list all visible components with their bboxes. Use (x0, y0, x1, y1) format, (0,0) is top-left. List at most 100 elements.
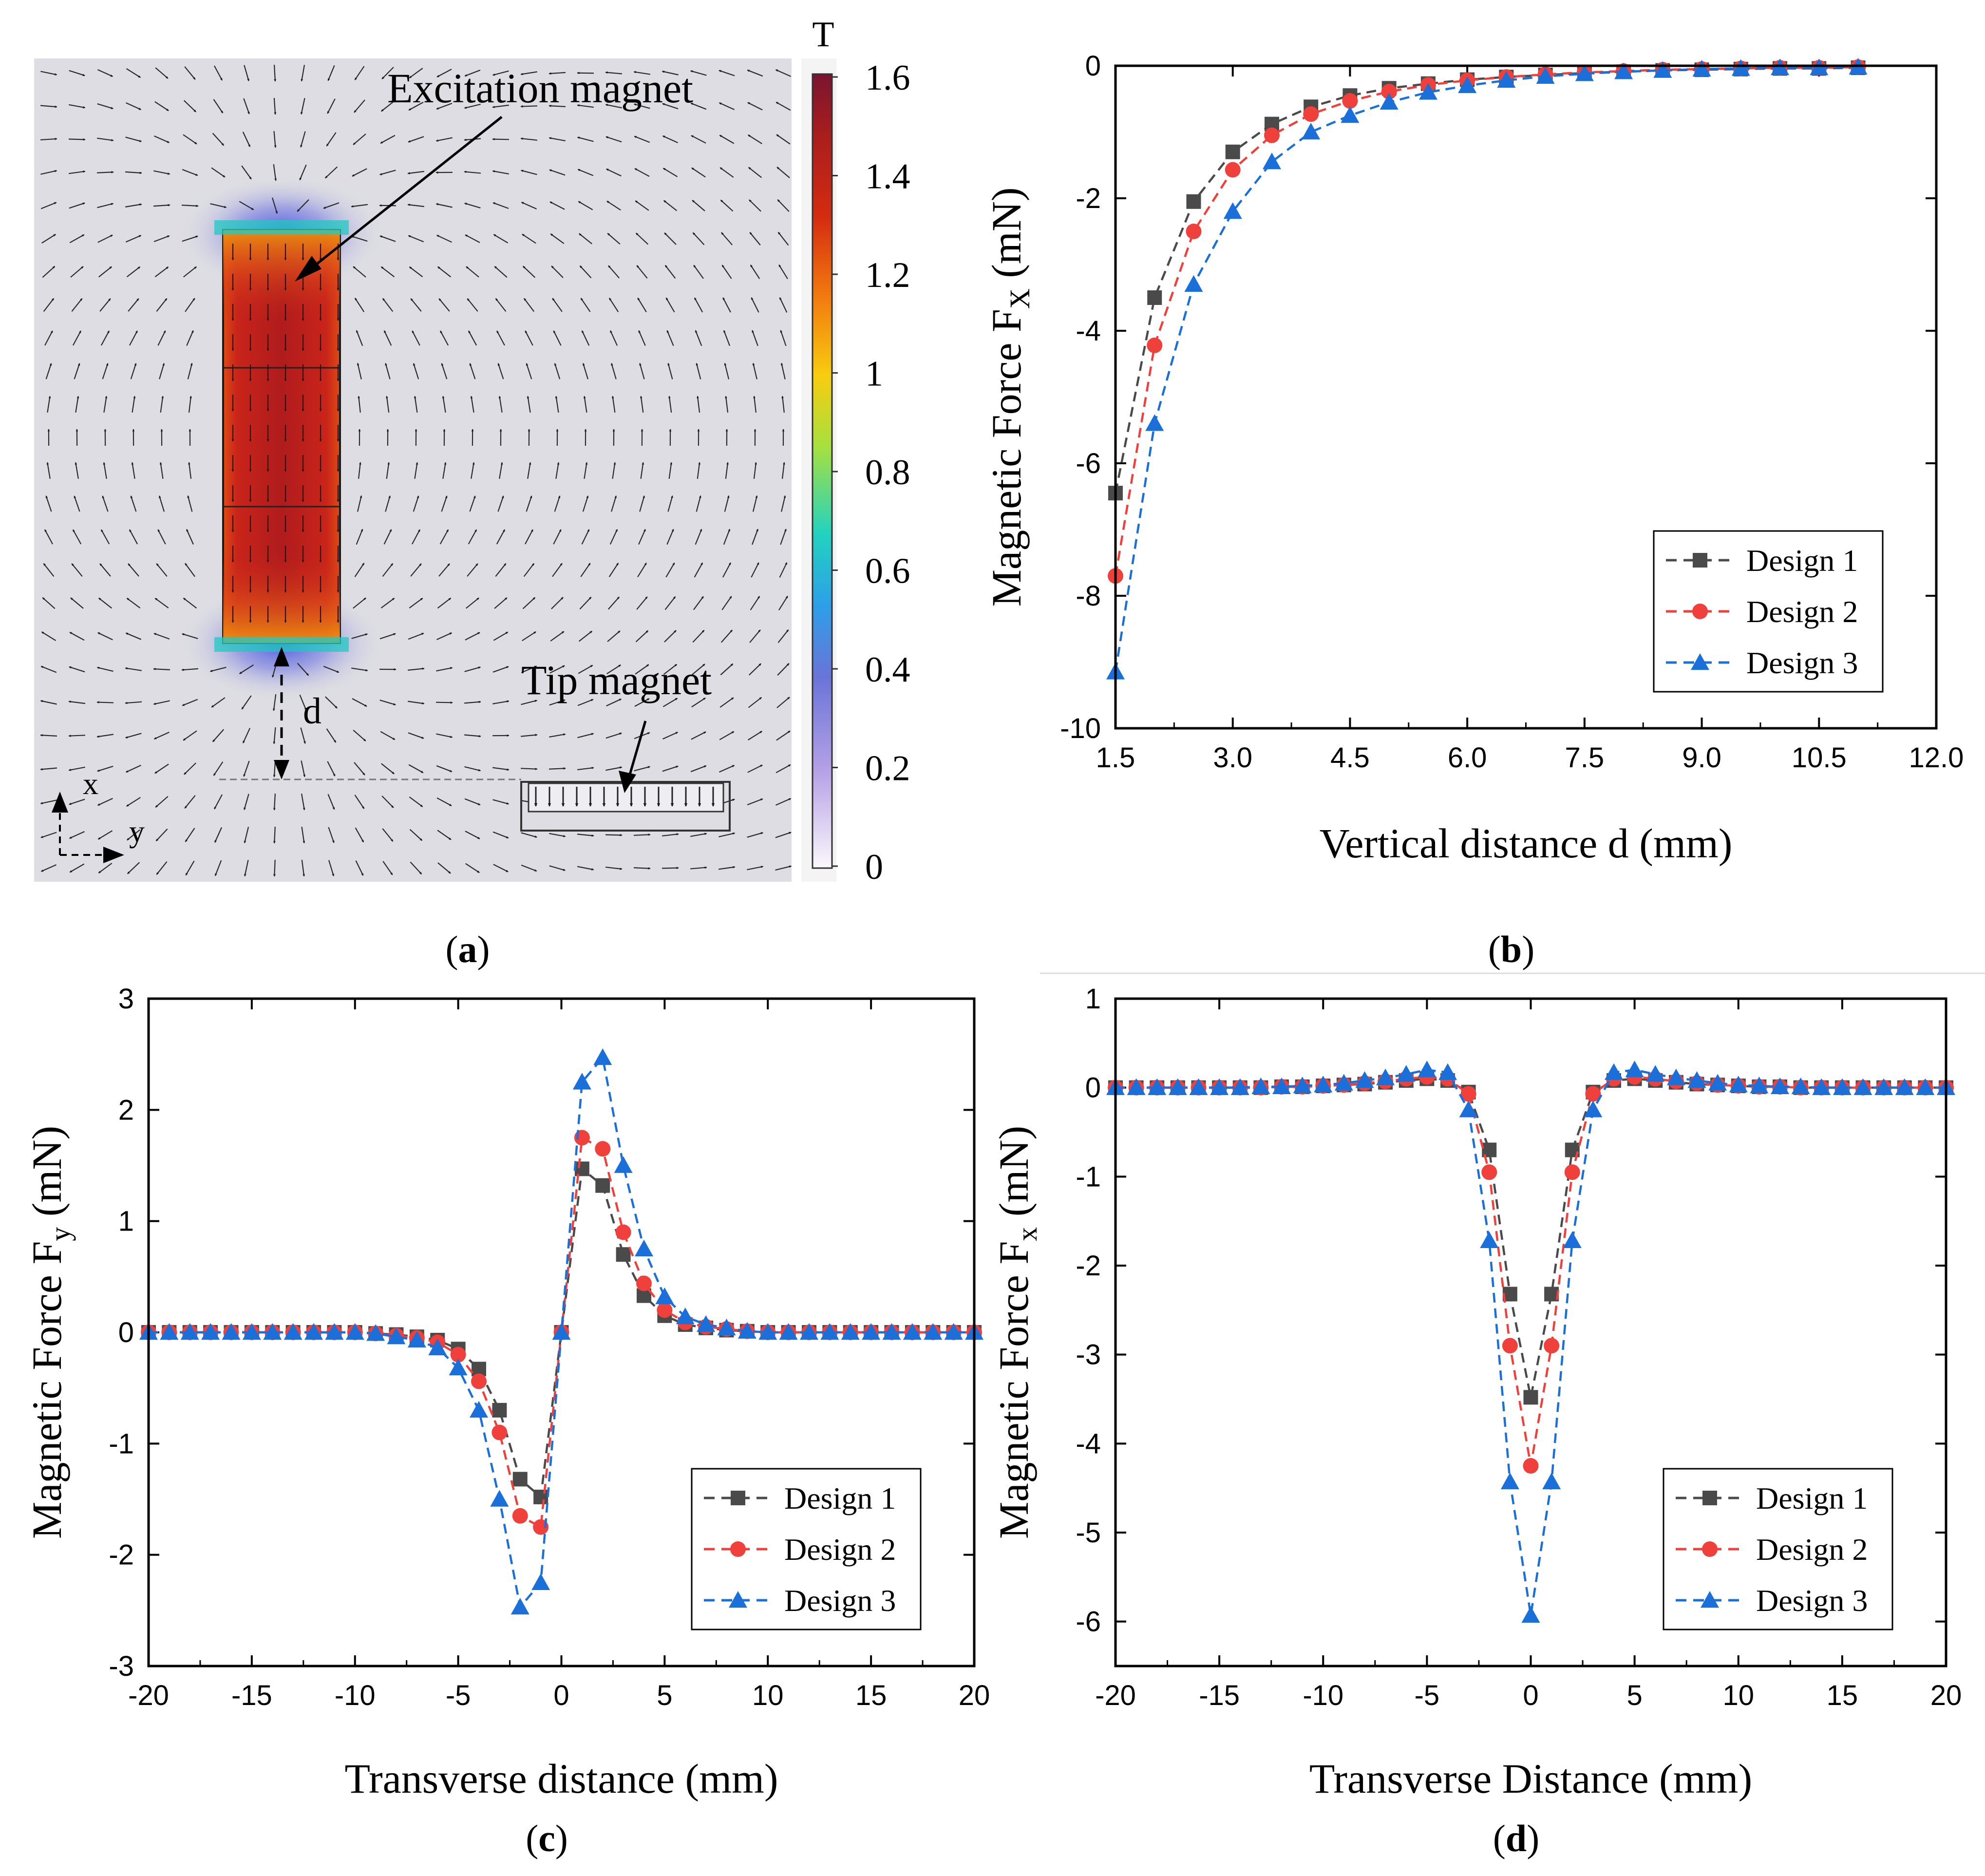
field-vector (521, 665, 537, 673)
field-vector (634, 103, 650, 109)
field-vector (577, 866, 594, 871)
field-vector (126, 266, 141, 278)
field-vector (662, 765, 679, 772)
field-vector (354, 762, 365, 776)
field-vector (155, 828, 168, 842)
field-vector (40, 170, 57, 175)
field-vector (325, 696, 338, 709)
data-point (862, 1323, 881, 1340)
field-vector (466, 597, 479, 609)
field-vector (379, 633, 396, 640)
data-point (1502, 1338, 1518, 1354)
field-vector (435, 137, 453, 142)
field-vector (409, 796, 423, 808)
field-vector (126, 68, 141, 78)
field-vector (697, 462, 701, 479)
field-vector (407, 171, 425, 174)
field-vector (497, 363, 504, 379)
field-vector (690, 866, 707, 870)
field-vector (691, 135, 706, 144)
data-point (1380, 93, 1399, 110)
data-point (387, 1327, 406, 1345)
field-vector (469, 363, 476, 379)
data-point (1458, 76, 1477, 93)
x-tick-label: -15 (1199, 1680, 1240, 1711)
field-vector (381, 763, 395, 775)
field-vector (155, 796, 169, 808)
x-tick-label: 7.5 (1565, 742, 1605, 774)
field-vector (497, 495, 504, 512)
field-domain-background (34, 58, 792, 882)
y-tick-label: 0 (118, 1317, 134, 1348)
field-vector (69, 831, 85, 839)
field-vector (188, 396, 192, 413)
field-vector (549, 699, 566, 706)
field-vector (98, 266, 112, 278)
series-line (1114, 66, 1858, 672)
axis-x-arrow-head (52, 792, 68, 813)
field-vector (752, 362, 757, 379)
field-vector (351, 235, 368, 242)
data-point (1497, 71, 1516, 88)
field-vector (323, 665, 340, 673)
field-vector (667, 363, 673, 379)
field-vector (780, 362, 786, 379)
distance-arrow-head-up (274, 647, 289, 666)
field-vector (638, 529, 646, 545)
field-vector (71, 563, 83, 577)
field-vector (551, 265, 564, 278)
field-vector (409, 266, 423, 278)
field-vector (549, 169, 566, 176)
data-point (1523, 1458, 1539, 1474)
field-vector (41, 234, 56, 244)
series-design-3 (1106, 1061, 1955, 1623)
colorbar-tick-label: 0.8 (865, 453, 910, 493)
data-point (616, 1247, 631, 1262)
data-point (512, 1472, 528, 1487)
field-vector (273, 64, 277, 82)
field-vector (750, 265, 760, 279)
data-point (1186, 194, 1201, 209)
x-axis-label: Transverse distance (mm) (344, 1755, 778, 1802)
field-vector (549, 865, 566, 871)
field-vector (40, 202, 57, 209)
field-vector (40, 734, 57, 737)
field-vector (214, 860, 222, 876)
field-vector (414, 396, 418, 413)
field-vector (436, 667, 453, 672)
plot-frame (1114, 64, 1938, 730)
data-point (366, 1324, 385, 1341)
field-vector (327, 65, 335, 81)
field-vector (153, 235, 170, 243)
field-vector (40, 832, 57, 838)
field-vector (97, 234, 113, 243)
field-vector (776, 697, 790, 708)
field-vector (409, 829, 423, 841)
data-point (614, 1156, 633, 1173)
data-point (676, 1308, 695, 1325)
field-vector (633, 71, 650, 75)
field-vector (380, 134, 396, 144)
field-vector (662, 103, 679, 110)
data-point (944, 1323, 963, 1340)
field-vector (154, 101, 169, 112)
field-vector (68, 735, 86, 737)
y-tick-label: -10 (1060, 713, 1101, 744)
colorbar-unit: T (812, 15, 834, 55)
series-line (1115, 1078, 1946, 1398)
field-vector (438, 298, 450, 312)
field-vector (719, 167, 734, 178)
field-vector (526, 495, 532, 512)
data-point (758, 1323, 777, 1340)
field-vector (634, 766, 650, 772)
field-vector (696, 363, 701, 379)
data-point (882, 1323, 901, 1340)
field-vector (244, 794, 249, 810)
colorbar-ticks: 1.6 1.4 1.2 1 0.8 0.6 0.4 0.2 0 (832, 58, 910, 887)
field-vector (40, 700, 57, 705)
field-vector (548, 767, 566, 770)
field-vector (327, 761, 336, 777)
data-point (730, 1541, 746, 1557)
field-vector (185, 563, 195, 577)
